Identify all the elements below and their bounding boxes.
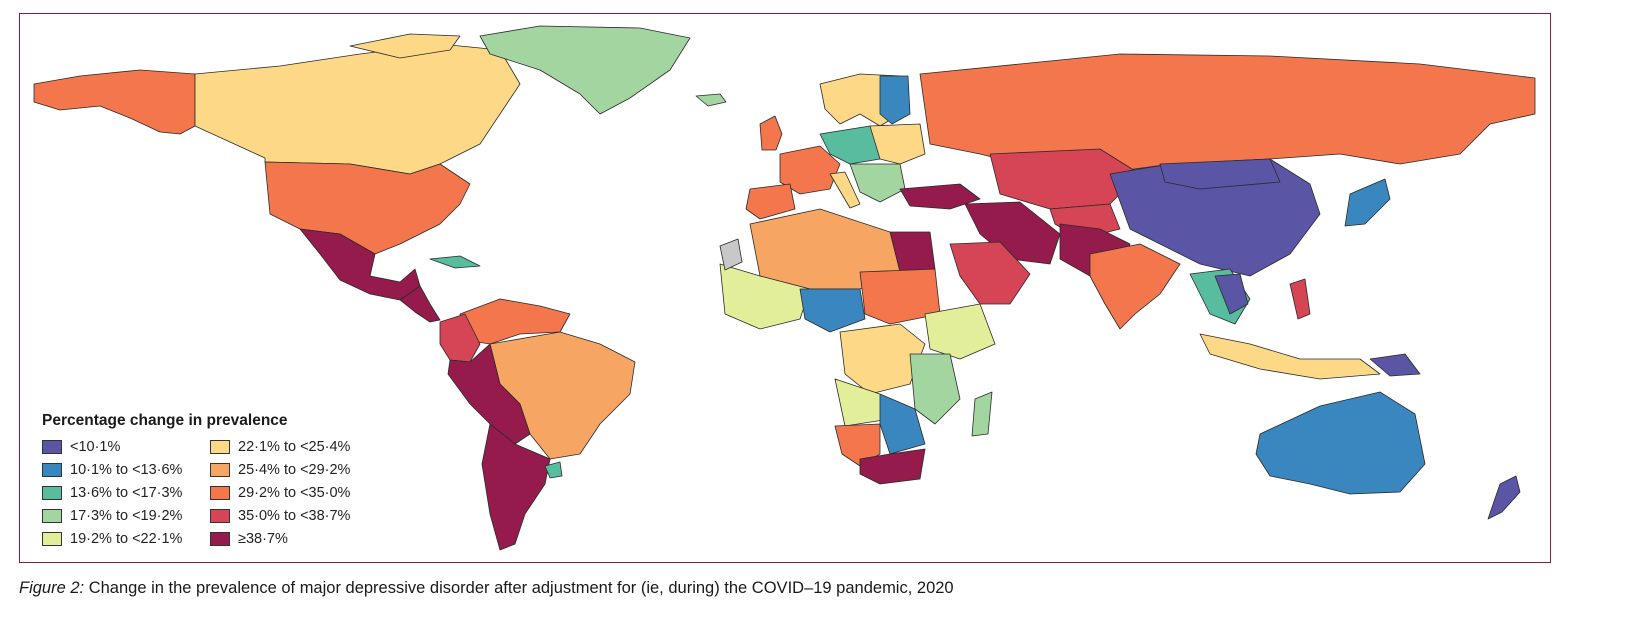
region-philippines[interactable] [1289,278,1311,320]
region-usa[interactable] [264,161,471,255]
legend-swatch [210,509,230,523]
legend-swatch [210,440,230,454]
legend-item: <10·1% [42,438,210,456]
legend-item: 22·1% to <25·4% [210,438,378,456]
legend-title: Percentage change in prevalence [42,412,288,429]
legend-item: ≥38·7% [210,530,378,548]
legend-item: 10·1% to <13·6% [42,461,210,479]
map-frame: Percentage change in prevalence <10·1% 1… [19,13,1551,563]
region-alaska[interactable] [33,69,196,135]
region-iceland[interactable] [695,93,727,107]
region-australia[interactable] [1255,391,1426,495]
region-balkans[interactable] [849,163,906,203]
legend-label: 25·4% to <29·2% [238,462,351,478]
region-west-africa[interactable] [719,263,811,330]
region-uruguay[interactable] [544,461,563,479]
legend-item: 19·2% to <22·1% [42,530,210,548]
legend-swatch [210,463,230,477]
region-mongolia[interactable] [1159,158,1281,190]
region-southern-africa-mid[interactable] [879,393,926,455]
region-central-america[interactable] [399,285,441,323]
legend-item: 29·2% to <35·0% [210,484,378,502]
region-indonesia[interactable] [1199,333,1381,380]
region-central-africa[interactable] [839,323,926,395]
region-peru-bolivia[interactable] [447,343,531,445]
region-iran[interactable] [964,201,1061,265]
region-arabian-peninsula[interactable] [949,241,1031,305]
legend-grid: <10·1% 10·1% to <13·6% 13·6% to <17·3% 1… [42,438,402,548]
region-japan[interactable] [1344,178,1391,227]
region-finland[interactable] [879,75,911,125]
region-papua-new-guinea[interactable] [1369,353,1421,377]
legend-label: 35·0% to <38·7% [238,508,351,524]
legend-swatch [210,532,230,546]
map-legend: Percentage change in prevalence <10·1% 1… [42,412,402,548]
legend-swatch [210,486,230,500]
region-sahel[interactable] [799,288,866,333]
figure-caption-text: Change in the prevalence of major depres… [84,579,954,597]
region-italy[interactable] [829,171,861,209]
region-mexico[interactable] [299,228,421,301]
legend-label: 17·3% to <19·2% [70,508,183,524]
region-new-zealand[interactable] [1487,475,1521,520]
legend-item: 17·3% to <19·2% [42,507,210,525]
figure-label: Figure 2: [19,579,85,597]
region-canada[interactable] [194,43,521,175]
region-madagascar[interactable] [971,391,993,437]
region-chile-argentina[interactable] [481,423,551,551]
region-western-sahara[interactable] [719,238,743,271]
region-ethiopia-east[interactable] [924,303,996,360]
legend-item: 13·6% to <17·3% [42,484,210,502]
region-east-africa[interactable] [909,353,961,425]
legend-item: 35·0% to <38·7% [210,507,378,525]
figure-caption: Figure 2: Change in the prevalence of ma… [19,579,954,598]
legend-swatch [42,532,62,546]
region-indochina[interactable] [1214,273,1249,315]
region-south-africa[interactable] [859,448,926,485]
legend-label: 19·2% to <22·1% [70,531,183,547]
region-greenland[interactable] [479,25,691,115]
region-uk[interactable] [759,115,783,151]
legend-swatch [42,463,62,477]
legend-label: 22·1% to <25·4% [238,439,351,455]
legend-swatch [42,440,62,454]
legend-label: ≥38·7% [238,531,288,547]
region-western-europe[interactable] [779,145,841,195]
region-india[interactable] [1089,243,1181,330]
legend-label: 29·2% to <35·0% [238,485,351,501]
legend-item: 25·4% to <29·2% [210,461,378,479]
region-iberia[interactable] [745,183,796,220]
legend-label: <10·1% [70,439,121,455]
region-canadian-arctic[interactable] [349,33,461,59]
region-sudan[interactable] [859,268,941,325]
legend-label: 10·1% to <13·6% [70,462,183,478]
legend-swatch [42,509,62,523]
legend-label: 13·6% to <17·3% [70,485,183,501]
legend-swatch [42,486,62,500]
region-eastern-europe[interactable] [869,123,926,165]
region-cuba[interactable] [429,255,481,269]
world-choropleth-map [33,25,1536,551]
